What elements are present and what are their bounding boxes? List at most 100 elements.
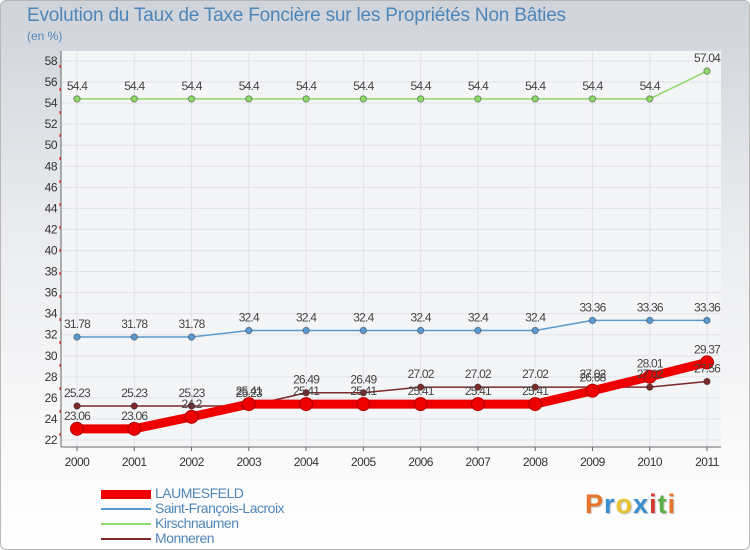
data-point [130,402,138,410]
data-label: 32.4 [353,311,374,325]
data-point [359,95,368,103]
series-line-kirschnaumen [76,70,708,100]
y-tick-label: 54 [45,96,58,110]
data-point [73,95,81,103]
data-point [474,383,482,391]
x-tick-label: 2001 [122,455,148,469]
data-point [588,316,597,325]
data-point [356,397,371,412]
data-point [642,369,657,384]
data-label: 54.4 [239,79,260,93]
data-label: 26.68 [579,371,606,385]
x-tick-label: 2005 [351,455,377,469]
data-point [302,389,310,397]
data-label: 54.4 [468,79,489,93]
chart-title: Evolution du Taux de Taxe Foncière sur l… [27,5,566,26]
data-label: 26.49 [350,373,377,387]
data-label: 27.02 [579,367,606,381]
data-point [531,383,539,391]
data-label: 54.4 [296,79,317,93]
data-label: 25.23 [236,386,263,400]
data-label: 32.4 [239,311,260,325]
data-label: 23.06 [121,409,148,423]
data-label: 32.4 [525,311,546,325]
data-point [416,326,425,335]
data-point [187,333,196,341]
data-point [416,95,425,103]
data-label: 33.36 [637,300,664,314]
y-tick-label: 22 [45,433,58,447]
data-label: 54.4 [67,79,88,93]
data-label: 54.4 [124,79,145,93]
y-tick-label: 36 [45,286,58,300]
x-tick-label: 2007 [466,455,492,469]
data-point [241,397,256,412]
logo-letter: i [667,489,677,519]
data-label: 28.01 [637,357,664,371]
data-point [130,333,138,341]
data-point [299,397,314,412]
data-label: 31.78 [179,317,206,331]
data-label: 31.78 [64,317,91,331]
data-label: 54.4 [411,79,432,93]
data-label: 25.41 [236,384,263,398]
data-point [703,316,711,325]
data-label: 54.4 [640,79,661,93]
data-point [245,95,253,103]
data-label: 25.23 [121,386,148,400]
y-tick-label: 34 [45,307,58,321]
data-point [184,409,199,424]
y-tick-label: 50 [45,138,58,152]
series-line-saint-fran-ois-lacroix [76,319,708,338]
logo-letter: t [657,489,668,519]
data-point [528,397,543,412]
y-tick-label: 32 [45,328,58,342]
data-point [127,421,142,436]
data-label: 32.4 [468,311,489,325]
y-tick-label: 56 [45,75,58,89]
y-tick-label: 48 [45,159,58,173]
data-label: 25.23 [179,386,206,400]
logo-letter: P [585,489,605,519]
data-point [646,95,654,103]
y-tick-label: 26 [45,391,58,405]
legend-label: LAUMESFELD [155,485,244,501]
data-point [646,383,654,391]
data-label: 54.4 [353,79,374,93]
y-tick-label: 38 [45,265,58,279]
data-label: 25.41 [408,384,435,398]
data-label: 54.4 [582,79,603,93]
data-label: 27.56 [694,361,721,375]
data-point [359,389,368,397]
data-label: 25.41 [293,384,320,398]
data-label: 33.36 [694,300,721,314]
proxiti-logo: Proxiti [585,489,676,520]
data-label: 32.4 [411,311,432,325]
data-point [130,95,138,103]
data-point [646,316,654,325]
x-tick-label: 2011 [695,455,720,469]
y-tick-label: 52 [45,117,58,131]
plot-area [61,51,721,446]
x-tick-label: 2010 [637,455,663,469]
series-line-laumesfeld [72,357,712,434]
data-point [588,95,597,103]
logo-letter: o [615,489,634,519]
x-tick-label: 2004 [294,455,320,469]
data-label: 25.41 [522,384,549,398]
legend-swatch [101,489,151,499]
x-tick-label: 2003 [236,455,262,469]
data-label: 23.06 [64,409,91,423]
legend-swatch [101,523,151,525]
y-tick-label: 40 [45,244,58,258]
data-point [245,326,253,335]
x-tick-label: 2006 [408,455,434,469]
data-label: 32.4 [296,311,317,325]
legend-label: Saint-François-Lacroix [155,500,285,516]
data-point [703,67,711,75]
logo-letter: i [649,489,658,519]
data-point [416,383,425,391]
data-label: 57.04 [694,51,721,65]
